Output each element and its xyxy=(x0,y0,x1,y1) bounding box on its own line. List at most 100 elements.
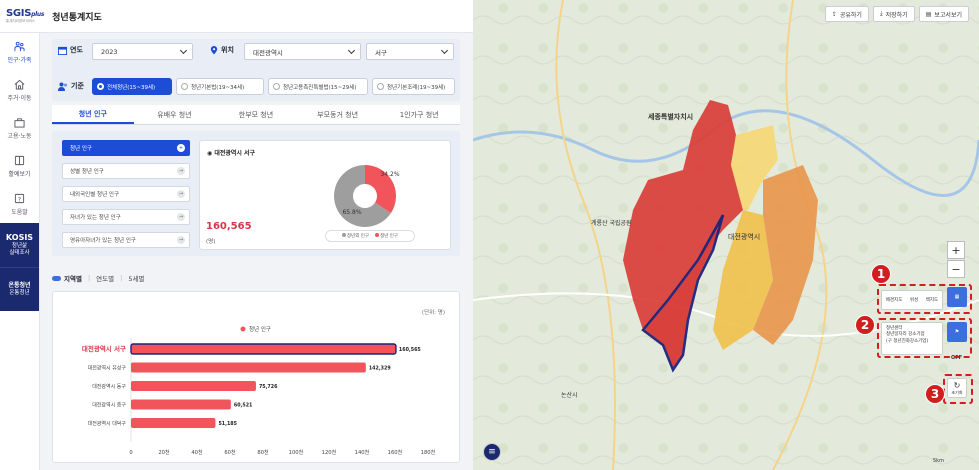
tab-youth-population[interactable]: 청년 인구 xyxy=(52,105,134,124)
radio-dot xyxy=(377,83,384,90)
donut-chart: 34.2% 65.8% xyxy=(334,165,400,227)
bar xyxy=(131,418,216,428)
save-button[interactable]: ⤓ 저장하기 xyxy=(872,6,915,22)
reset-button[interactable]: ↻ 초기화 xyxy=(947,378,967,398)
report-icon: ▤ xyxy=(925,10,932,18)
stat-unit: (명) xyxy=(206,239,216,245)
sub-tab-region[interactable]: 지역별 xyxy=(52,273,82,283)
basemap-option-blank[interactable]: 백지도 xyxy=(925,298,939,303)
bar xyxy=(131,381,256,391)
bar-chart-card: (단위: 명) 청년 인구 대전광역시 서구 160,565 대전광역시 유성구 142,… xyxy=(52,291,460,463)
callout-badge-2: 2 xyxy=(855,315,875,335)
city-select[interactable]: 대전광역시 xyxy=(244,43,361,60)
logo-plus: plus xyxy=(31,10,45,18)
rail-item-help[interactable]: ? 도움말 xyxy=(0,185,39,223)
logo-text: SGIS xyxy=(6,7,32,19)
tab-single-household[interactable]: 1인가구 청년 xyxy=(399,110,439,119)
legend-youth: 청년 인구 xyxy=(375,233,398,239)
svg-text:?: ? xyxy=(18,195,21,203)
category-label: 대전광역시 중구 xyxy=(92,402,126,409)
callout-badge-1: 1 xyxy=(871,264,891,284)
share-icon: ⇪ xyxy=(831,10,837,18)
category-tabs: 청년 인구 유배우 청년 한부모 청년 부모동거 청년 1인가구 청년 xyxy=(52,105,460,125)
radio-dot xyxy=(97,83,104,90)
highlight-box-1 xyxy=(877,284,972,314)
indicator-by-nationality[interactable]: 내외국인별 청년 인구 → xyxy=(62,186,190,202)
tab-single-parent-youth[interactable]: 한부모 청년 xyxy=(238,110,274,119)
list-icon: ≡ xyxy=(488,447,496,457)
stats-panel: 연도 2023 위치 대전광역시 서구 기준 전체청년(15~39세) 청년기본… xyxy=(40,33,473,470)
map-view[interactable]: ⇪ 공유하기 ⤓ 저장하기 ▤ 보고서보기 세종특별자치시 대전광역시 계룡산 국립공… xyxy=(473,0,979,470)
tab-married-youth[interactable]: 유배우 청년 xyxy=(157,110,192,119)
youth-poi-button[interactable]: ⚑ xyxy=(947,322,967,342)
rail-item-population[interactable]: 인구·가족 xyxy=(0,33,39,71)
criteria-radio-employment[interactable]: 청년고용촉진특별법(15~29세) xyxy=(268,78,368,95)
tab-living-with-parents[interactable]: 부모동거 청년 xyxy=(317,110,359,119)
indicator-with-children[interactable]: 자녀가 있는 청년 인구 → xyxy=(62,209,190,225)
criteria-text: 청년기본법(19~34세) xyxy=(191,84,245,91)
x-tick-label: 100천 xyxy=(289,449,304,456)
rail-item-guide[interactable]: 활예보기 xyxy=(0,147,39,185)
zoom-out-button[interactable]: − xyxy=(947,260,965,278)
indicator-with-infants[interactable]: 영유아자녀가 있는 청년 인구 → xyxy=(62,232,190,248)
divider: | xyxy=(120,274,123,282)
indicator-by-sex[interactable]: 성별 청년 인구 → xyxy=(62,163,190,179)
sgis-logo[interactable]: SGISplus 통계지리정보서비스 xyxy=(6,7,45,24)
criteria-radio-ordinance[interactable]: 청년기본조례(19~39세) xyxy=(372,78,455,95)
poi-line: 청년일자리 강소기업 xyxy=(886,332,925,338)
reset-label: 초기화 xyxy=(951,389,963,395)
basemap-option-sat[interactable]: 위성 xyxy=(909,298,919,303)
year-select[interactable]: 2023 xyxy=(92,43,193,60)
sub-tab-year[interactable]: 연도별 xyxy=(96,275,115,283)
criteria-text: 전체청년(15~39세) xyxy=(107,84,156,91)
stat-location: ◉ 대전광역시 서구 xyxy=(207,148,255,157)
pie-label-other: 65.8% xyxy=(342,209,361,216)
criteria-text: 청년고용촉진특별법(15~29세) xyxy=(283,84,357,91)
pie-legend: 청년외 인구 청년 인구 xyxy=(325,230,415,242)
kosis-sub1: 청년삶 xyxy=(11,243,28,250)
rail-item-housing[interactable]: 주거·이동 xyxy=(0,71,39,109)
basemap-option-bg[interactable]: 배경지도 xyxy=(885,298,903,303)
x-tick-label: 160천 xyxy=(388,449,403,456)
x-tick-label: 80천 xyxy=(257,449,269,456)
location-pin-icon: ◉ xyxy=(207,150,213,157)
region-daedeok xyxy=(731,125,778,210)
chevron-down-icon xyxy=(440,46,449,54)
map-place-label: 계룡산 국립공원 xyxy=(591,220,632,227)
data-label: 60,521 xyxy=(234,403,253,409)
rail-item-work[interactable]: 고용·노동 xyxy=(0,109,39,147)
map-list-button[interactable]: ≡ xyxy=(483,443,501,461)
x-tick-label: 140천 xyxy=(355,449,370,456)
kosis-link[interactable]: KOSIS 청년삶 실태조사 xyxy=(0,223,39,267)
bar xyxy=(131,399,231,410)
map-compare-button[interactable]: ▦ xyxy=(947,287,967,307)
youth-portal-link[interactable]: 온통청년 온통청년 xyxy=(0,267,39,311)
share-label: 공유하기 xyxy=(839,11,862,19)
kosis-title: KOSIS xyxy=(5,232,34,242)
zoom-in-button[interactable]: + xyxy=(947,241,965,259)
region-jung xyxy=(713,210,773,350)
criteria-radio-all[interactable]: 전체청년(15~39세) xyxy=(92,78,172,95)
report-label: 보고서보기 xyxy=(934,11,962,19)
map-background xyxy=(473,0,979,470)
chevron-down-icon xyxy=(179,46,188,54)
criteria-radio-basic-law[interactable]: 청년기본법(19~34세) xyxy=(176,78,264,95)
poi-info-panel: 청년센터 청년일자리 강소기업 (구 청년친화강소기업) xyxy=(881,322,943,355)
sub-tab-age5[interactable]: 5세별 xyxy=(128,275,145,283)
help-icon: ? xyxy=(14,193,25,203)
app-title: 청년통계지도 xyxy=(52,12,102,23)
x-tick-label: 120천 xyxy=(322,449,337,456)
divider: | xyxy=(87,274,91,282)
youth-portal-logo: 온통청년 xyxy=(8,282,31,290)
radio-dot xyxy=(181,83,188,90)
poi-toggle-off[interactable]: OFF xyxy=(951,355,963,361)
district-select[interactable]: 서구 xyxy=(366,43,454,60)
share-button[interactable]: ⇪ 공유하기 xyxy=(824,6,869,22)
indicator-youth-pop[interactable]: 청년 인구 + xyxy=(62,140,190,156)
book-icon xyxy=(14,155,25,165)
rail-label: 고용·노동 xyxy=(7,132,32,140)
arrow-right-icon: → xyxy=(177,213,185,221)
rail-label: 인구·가족 xyxy=(7,56,32,64)
chart-unit-label: (단위: 명) xyxy=(422,308,445,316)
report-button[interactable]: ▤ 보고서보기 xyxy=(918,6,969,22)
